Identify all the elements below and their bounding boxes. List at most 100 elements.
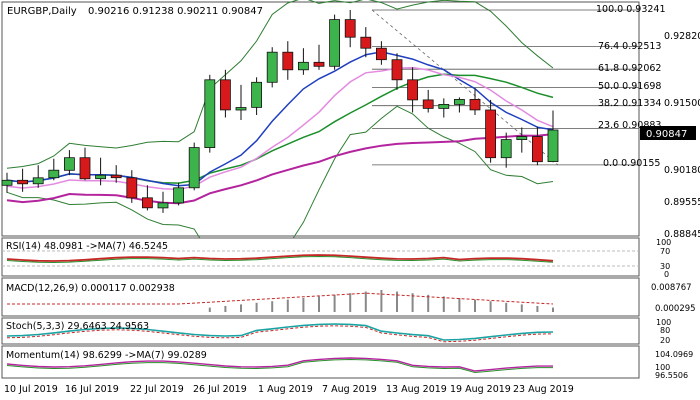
bearish-candle: [17, 179, 29, 185]
fib-level-label: 0.0 0.90155: [603, 158, 660, 169]
momentum-ma-line: [6, 358, 553, 374]
bearish-candle: [344, 19, 356, 38]
fib-level-label: 100.0 0.93241: [596, 4, 666, 15]
price-panel: [1, 1, 640, 237]
rsi-tick: 100: [656, 238, 671, 247]
price-tick-label: 0.90180: [664, 165, 700, 176]
fib-level-label: 50.0 0.91698: [598, 81, 661, 92]
momentum-line: [6, 357, 553, 372]
macd-tick: 0.000295: [655, 304, 696, 314]
macd-histogram-bar: [302, 298, 305, 312]
macd-panel: [1, 277, 640, 317]
stoch-tick: 80: [660, 326, 670, 335]
stoch-signal-line: [6, 325, 554, 343]
stoch-main-line: [6, 323, 554, 341]
bearish-candle: [375, 47, 387, 61]
momentum-lines: [6, 357, 553, 374]
bearish-candle: [282, 51, 294, 71]
stoch-label: Stoch(5,3,3) 29.6463 24.9563: [6, 321, 149, 332]
time-tick-label: 7 Aug 2019: [322, 384, 377, 395]
bearish-candle: [407, 79, 419, 101]
time-tick-label: 23 Aug 2019: [513, 384, 574, 395]
macd-histogram-bar: [349, 293, 352, 312]
macd-tick: 0.008767: [651, 283, 692, 293]
rsi-lines: [6, 254, 554, 264]
macd-histogram-bar: [396, 291, 398, 312]
macd-histogram-bar: [474, 299, 476, 312]
time-tick-label: 1 Aug 2019: [258, 384, 313, 395]
bullish-candle: [157, 202, 169, 209]
sma-slow-line: [6, 133, 554, 205]
macd-histogram-bar: [224, 306, 227, 312]
macd-histogram-bar: [505, 302, 508, 312]
macd-histogram-bar: [318, 296, 320, 312]
bullish-candle: [32, 177, 44, 185]
bullish-candle: [516, 136, 528, 141]
macd-histogram-bar: [536, 306, 539, 312]
chart-header-ohlc: 0.90216 0.91238 0.90211 0.90847: [88, 6, 263, 17]
bullish-candle: [204, 79, 216, 149]
macd-histogram-bar: [208, 307, 211, 312]
bullish-candle: [95, 174, 106, 180]
bearish-candle: [313, 61, 325, 67]
macd-label: MACD(12,26,9) 0.000117 0.002938: [6, 283, 175, 294]
bullish-candle: [188, 147, 200, 189]
stochastic-lines: [6, 323, 554, 343]
ema-fast-line: [6, 51, 554, 187]
bearish-candle: [79, 157, 91, 180]
bullish-candle: [251, 81, 263, 108]
macd-histogram-bar: [552, 307, 554, 312]
sma-pink-line: [6, 66, 554, 191]
bullish-candle: [235, 107, 247, 111]
momentum-tick: 96.5506: [655, 371, 688, 380]
stoch-panel: [1, 317, 640, 345]
bearish-candle: [219, 79, 231, 111]
price-axis: 0.92820 0.91500 0.90180 0.89555 0.88845 …: [640, 31, 700, 240]
macd-histogram-bar: [240, 304, 242, 312]
time-tick-label: 10 Jul 2019: [4, 384, 58, 395]
bollinger-upper-line: [6, 0, 554, 169]
bearish-candle: [141, 197, 153, 209]
fib-level-label: 76.4 0.92513: [598, 41, 661, 52]
rsi-tick: 70: [660, 247, 670, 256]
macd-histogram: [7, 290, 554, 312]
macd-histogram-bar: [286, 299, 289, 312]
bearish-candle: [126, 177, 138, 199]
candles: [1, 10, 559, 213]
macd-histogram-bar: [333, 294, 336, 312]
bullish-candle: [173, 187, 185, 204]
bearish-candle: [469, 99, 481, 111]
bullish-candle: [438, 104, 450, 109]
bearish-candle: [360, 36, 372, 49]
moving-averages: [6, 51, 554, 205]
time-tick-label: 19 Aug 2019: [450, 384, 511, 395]
bullish-candle: [266, 51, 278, 83]
bullish-candle: [64, 157, 75, 171]
bearish-candle: [110, 174, 122, 179]
rsi-label: RSI(14) 48.0981 ->MA(7) 46.5245: [6, 241, 168, 252]
bearish-candle: [391, 59, 403, 81]
current-price-box: [640, 126, 696, 140]
fib-level-label: 38.2 0.91334: [598, 98, 661, 109]
bearish-candle: [485, 109, 497, 159]
fib-level-label: 23.6 0.90883: [598, 120, 661, 131]
stoch-tick: 100: [656, 318, 671, 327]
macd-histogram-bar: [380, 290, 383, 312]
fib-trend-line: [371, 9, 559, 166]
chart-header-symbol: EURGBP,Daily: [7, 6, 77, 17]
momentum-label: Momentum(14) 98.6299 ->MA(7) 99.0289: [6, 350, 207, 361]
time-tick-label: 16 Jul 2019: [65, 384, 119, 395]
macd-histogram-bar: [364, 291, 367, 312]
bearish-candle: [422, 99, 434, 109]
bearish-candle: [532, 136, 543, 163]
macd-histogram-bar: [458, 298, 461, 312]
macd-histogram-bar: [271, 301, 274, 312]
price-tick-label: 0.92820: [664, 31, 700, 42]
momentum-tick: 100: [655, 363, 670, 372]
stoch-tick: 20: [660, 336, 670, 345]
price-tick-label: 0.91500: [664, 98, 700, 109]
bullish-candle: [1, 179, 13, 186]
price-tick-label: 0.89555: [664, 197, 700, 208]
macd-histogram-bar: [411, 293, 414, 312]
